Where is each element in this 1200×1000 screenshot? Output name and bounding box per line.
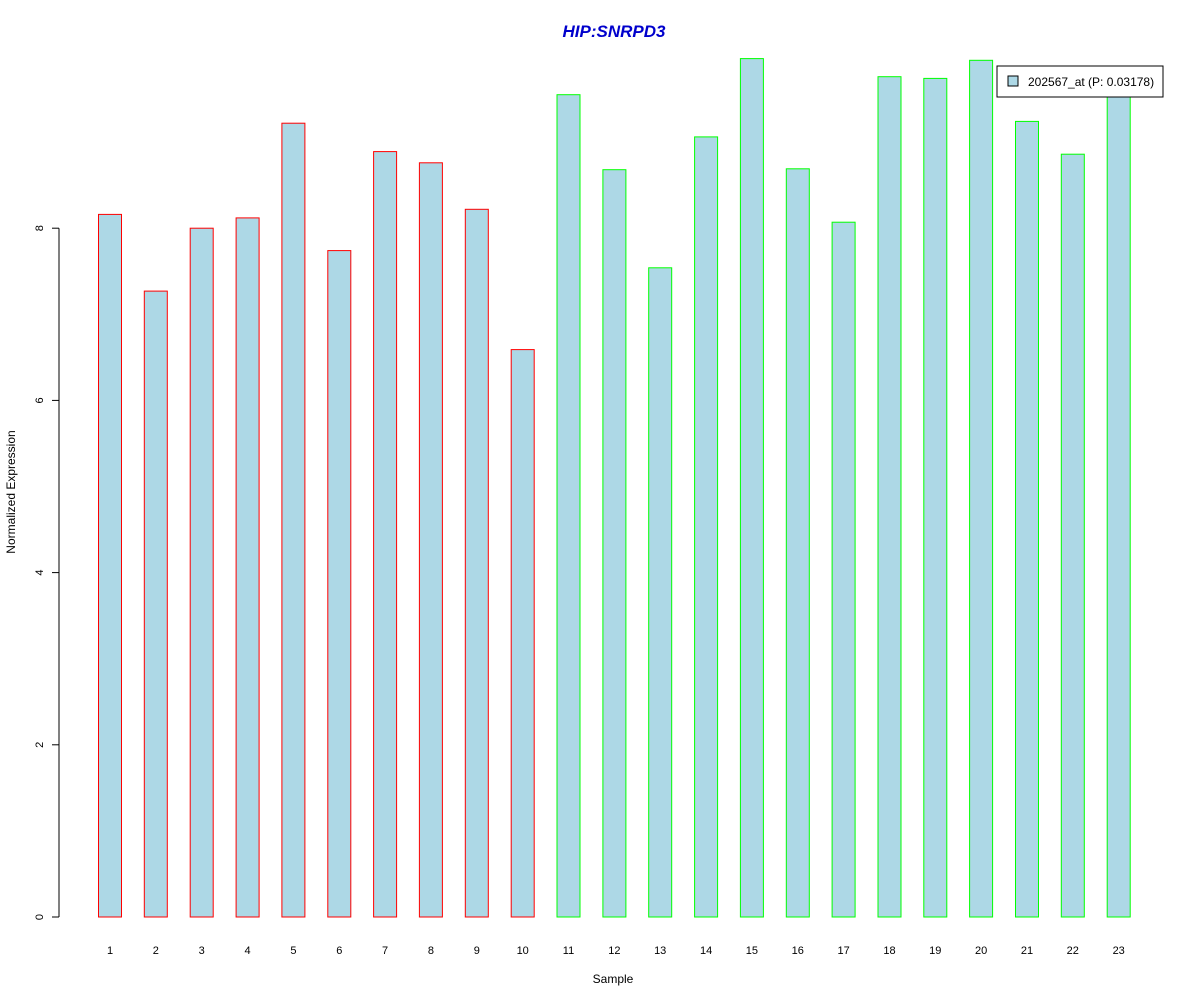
x-tick-label: 13 [654, 945, 666, 957]
legend-swatch [1007, 75, 1019, 87]
bar-13 [648, 267, 673, 918]
bar-6 [327, 250, 352, 918]
bar-10 [510, 349, 535, 918]
x-tick-label: 4 [245, 945, 251, 957]
bar-21 [1015, 120, 1039, 918]
bars [98, 58, 1131, 918]
bar-4 [235, 217, 260, 918]
bar-17 [831, 221, 856, 918]
x-tick-label: 12 [608, 945, 620, 957]
x-tick-label: 22 [1067, 945, 1079, 957]
x-tick-label: 18 [883, 945, 895, 957]
x-tick-label: 2 [153, 945, 159, 957]
bar-22 [1060, 153, 1085, 918]
bar-23 [1106, 94, 1131, 918]
x-tick-label: 11 [563, 945, 574, 957]
x-axis-title: Sample [593, 972, 634, 986]
bar-9 [464, 208, 489, 918]
x-tick-label: 3 [199, 945, 205, 957]
bar-19 [923, 77, 948, 918]
legend: 202567_at (P: 0.03178) [996, 65, 1164, 98]
bar-16 [785, 168, 810, 918]
x-tick-label: 15 [746, 945, 758, 957]
x-tick-label: 20 [975, 945, 987, 957]
bar-15 [739, 58, 764, 918]
bar-1 [98, 213, 122, 918]
legend-box [996, 65, 1164, 98]
legend-label: 202567_at (P: 0.03178) [1028, 75, 1154, 89]
bar-12 [602, 169, 627, 918]
y-tick-label: 2 [34, 742, 46, 748]
y-tick-label: 0 [34, 914, 46, 920]
y-axis-title: Normalized Expression [4, 430, 18, 553]
x-tick-label: 9 [474, 945, 480, 957]
x-tick-label: 14 [700, 945, 712, 957]
bar-2 [143, 290, 168, 918]
x-tick-label: 6 [336, 945, 342, 957]
x-tick-label: 17 [837, 945, 849, 957]
x-tick-label: 5 [290, 945, 296, 957]
chart-title: HIP:SNRPD3 [563, 22, 667, 41]
y-tick-label: 6 [34, 397, 46, 403]
x-tick-label: 19 [929, 945, 941, 957]
bar-14 [694, 136, 719, 918]
bar-7 [373, 151, 398, 918]
x-tick-label: 1 [107, 945, 113, 957]
y-axis: 0 2 4 6 8 [34, 225, 60, 920]
bar-20 [969, 59, 994, 918]
x-axis-labels: 1 2 3 4 5 6 7 8 9 10 11 12 13 14 15 16 17 18 19 20 21 22 23 [107, 945, 1125, 957]
y-tick-label: 4 [34, 570, 46, 576]
x-tick-label: 8 [428, 945, 434, 957]
x-tick-label: 7 [382, 945, 388, 957]
x-tick-label: 23 [1113, 945, 1125, 957]
bar-5 [281, 122, 306, 918]
x-tick-label: 10 [517, 945, 529, 957]
y-tick-label: 8 [34, 225, 46, 231]
x-tick-label: 21 [1021, 945, 1033, 957]
bar-3 [189, 227, 214, 918]
bar-8 [418, 162, 443, 918]
bar-11 [556, 94, 581, 918]
x-tick-label: 16 [792, 945, 804, 957]
bar-18 [877, 76, 902, 918]
